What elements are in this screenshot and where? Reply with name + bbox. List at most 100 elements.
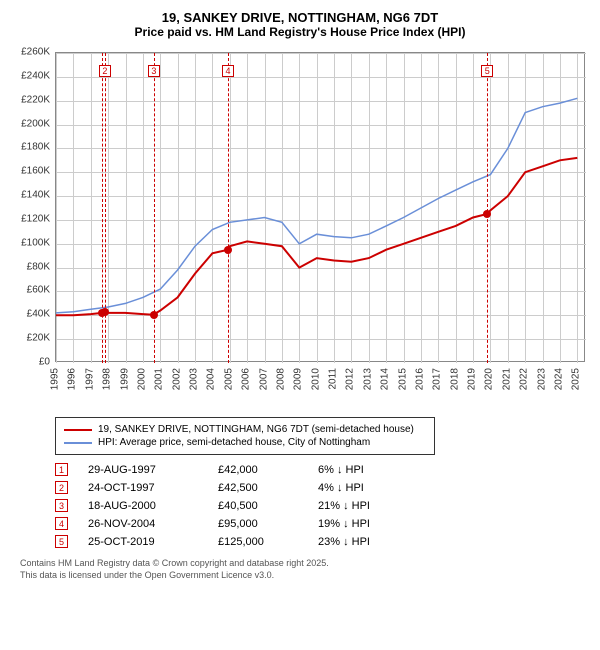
xtick-label: 2018 — [449, 368, 460, 390]
ytick-label: £180K — [10, 142, 50, 153]
gridline-h — [56, 53, 586, 54]
xtick-label: 2020 — [484, 368, 495, 390]
xtick-label: 2023 — [536, 368, 547, 390]
gridline-v — [369, 53, 370, 363]
sale-marker-dot — [101, 308, 109, 316]
sales-row-diff: 4% ↓ HPI — [318, 482, 438, 494]
xtick-label: 2002 — [171, 368, 182, 390]
sale-marker-vline — [487, 53, 488, 363]
gridline-v — [490, 53, 491, 363]
xtick-label: 2004 — [206, 368, 217, 390]
xtick-label: 1999 — [119, 368, 130, 390]
gridline-v — [351, 53, 352, 363]
gridline-v — [508, 53, 509, 363]
sales-row-diff: 6% ↓ HPI — [318, 464, 438, 476]
xtick-label: 1996 — [67, 368, 78, 390]
ytick-label: £220K — [10, 94, 50, 105]
sales-row: 224-OCT-1997£42,5004% ↓ HPI — [55, 481, 590, 494]
footnote-line-2: This data is licensed under the Open Gov… — [20, 570, 590, 582]
legend-label: HPI: Average price, semi-detached house,… — [98, 437, 370, 448]
title-line-2: Price paid vs. HM Land Registry's House … — [10, 25, 590, 39]
xtick-label: 2009 — [293, 368, 304, 390]
gridline-v — [73, 53, 74, 363]
series-svg — [56, 53, 586, 363]
gridline-h — [56, 125, 586, 126]
sale-marker-vline — [228, 53, 229, 363]
sales-row: 4 26-NOV-2004£95,00019% ↓ HPI — [55, 517, 590, 530]
gridline-h — [56, 172, 586, 173]
sales-row-number: 4 — [55, 517, 68, 530]
sale-marker-vline — [105, 53, 106, 363]
gridline-h — [56, 315, 586, 316]
ytick-label: £80K — [10, 261, 50, 272]
sales-row: 5 25-OCT-2019£125,00023% ↓ HPI — [55, 535, 590, 548]
sales-row-date: 25-OCT-2019 — [88, 536, 218, 548]
ytick-label: £0 — [10, 357, 50, 368]
sales-row: 129-AUG-1997£42,0006% ↓ HPI — [55, 463, 590, 476]
xtick-label: 2012 — [345, 368, 356, 390]
xtick-label: 1995 — [50, 368, 61, 390]
gridline-h — [56, 244, 586, 245]
gridline-v — [126, 53, 127, 363]
sales-row-number: 2 — [55, 481, 68, 494]
gridline-h — [56, 196, 586, 197]
gridline-v — [195, 53, 196, 363]
sale-marker-dot — [224, 246, 232, 254]
sales-row-price: £125,000 — [218, 536, 318, 548]
ytick-label: £100K — [10, 237, 50, 248]
gridline-h — [56, 339, 586, 340]
footnote-line-1: Contains HM Land Registry data © Crown c… — [20, 558, 590, 570]
gridline-v — [525, 53, 526, 363]
xtick-label: 2011 — [328, 368, 339, 390]
ytick-label: £240K — [10, 70, 50, 81]
sales-row-date: 29-AUG-1997 — [88, 464, 218, 476]
xtick-label: 2008 — [275, 368, 286, 390]
ytick-label: £140K — [10, 190, 50, 201]
gridline-v — [560, 53, 561, 363]
gridline-v — [334, 53, 335, 363]
sales-row-number: 5 — [55, 535, 68, 548]
sales-row-diff: 23% ↓ HPI — [318, 536, 438, 548]
sales-row-price: £95,000 — [218, 518, 318, 530]
sales-row-diff: 19% ↓ HPI — [318, 518, 438, 530]
sales-row-number: 1 — [55, 463, 68, 476]
legend-label: 19, SANKEY DRIVE, NOTTINGHAM, NG6 7DT (s… — [98, 424, 414, 435]
sales-row-diff: 21% ↓ HPI — [318, 500, 438, 512]
gridline-h — [56, 101, 586, 102]
xtick-label: 2014 — [380, 368, 391, 390]
gridline-v — [438, 53, 439, 363]
sales-row-price: £40,500 — [218, 500, 318, 512]
gridline-v — [543, 53, 544, 363]
sale-marker-number: 3 — [148, 65, 160, 77]
ytick-label: £160K — [10, 166, 50, 177]
sale-marker-number: 4 — [222, 65, 234, 77]
xtick-label: 2021 — [501, 368, 512, 390]
gridline-v — [456, 53, 457, 363]
gridline-v — [108, 53, 109, 363]
sales-row-number: 3 — [55, 499, 68, 512]
gridline-v — [282, 53, 283, 363]
legend-item: 19, SANKEY DRIVE, NOTTINGHAM, NG6 7DT (s… — [64, 424, 426, 435]
xtick-label: 2000 — [136, 368, 147, 390]
sales-row-date: 26-NOV-2004 — [88, 518, 218, 530]
sale-marker-number: 2 — [99, 65, 111, 77]
sale-marker-number: 5 — [481, 65, 493, 77]
xtick-label: 2001 — [154, 368, 165, 390]
gridline-v — [178, 53, 179, 363]
xtick-label: 2024 — [553, 368, 564, 390]
ytick-label: £60K — [10, 285, 50, 296]
gridline-v — [265, 53, 266, 363]
xtick-label: 2003 — [189, 368, 200, 390]
ytick-label: £260K — [10, 47, 50, 58]
xtick-label: 2017 — [432, 368, 443, 390]
gridline-v — [317, 53, 318, 363]
legend-swatch — [64, 429, 92, 431]
gridline-v — [473, 53, 474, 363]
sales-row-date: 24-OCT-1997 — [88, 482, 218, 494]
gridline-v — [386, 53, 387, 363]
xtick-label: 2007 — [258, 368, 269, 390]
xtick-label: 2005 — [223, 368, 234, 390]
ytick-label: £40K — [10, 309, 50, 320]
footnote: Contains HM Land Registry data © Crown c… — [20, 558, 590, 581]
gridline-v — [143, 53, 144, 363]
